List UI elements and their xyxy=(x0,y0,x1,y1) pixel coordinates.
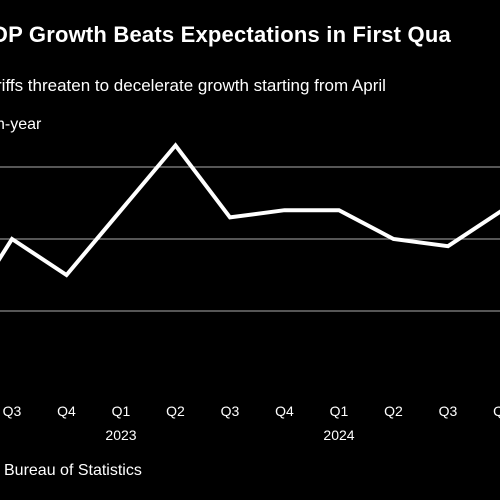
x-tick-label: Q1 xyxy=(330,403,349,419)
x-year-label: 2023 xyxy=(105,427,136,443)
series-line-1 xyxy=(0,142,500,278)
x-tick-label: Q2 xyxy=(166,403,185,419)
x-year-label: 2024 xyxy=(323,427,354,443)
x-tick-label: Q3 xyxy=(3,403,22,419)
chart-subtitle: riffs threaten to decelerate growth star… xyxy=(0,76,386,95)
x-tick-label: Q4 xyxy=(57,403,76,419)
x-tick-label: Q4 xyxy=(493,403,500,419)
x-tick-label: Q3 xyxy=(439,403,458,419)
x-tick-label: Q1 xyxy=(112,403,131,419)
chart-title: DP Growth Beats Expectations in First Qu… xyxy=(0,22,451,47)
x-tick-label: Q3 xyxy=(221,403,240,419)
y-axis-unit-label: n-year xyxy=(0,116,42,133)
x-tick-label: Q4 xyxy=(275,403,294,419)
x-tick-label: Q2 xyxy=(384,403,403,419)
source-note: l Bureau of Statistics xyxy=(0,462,142,479)
